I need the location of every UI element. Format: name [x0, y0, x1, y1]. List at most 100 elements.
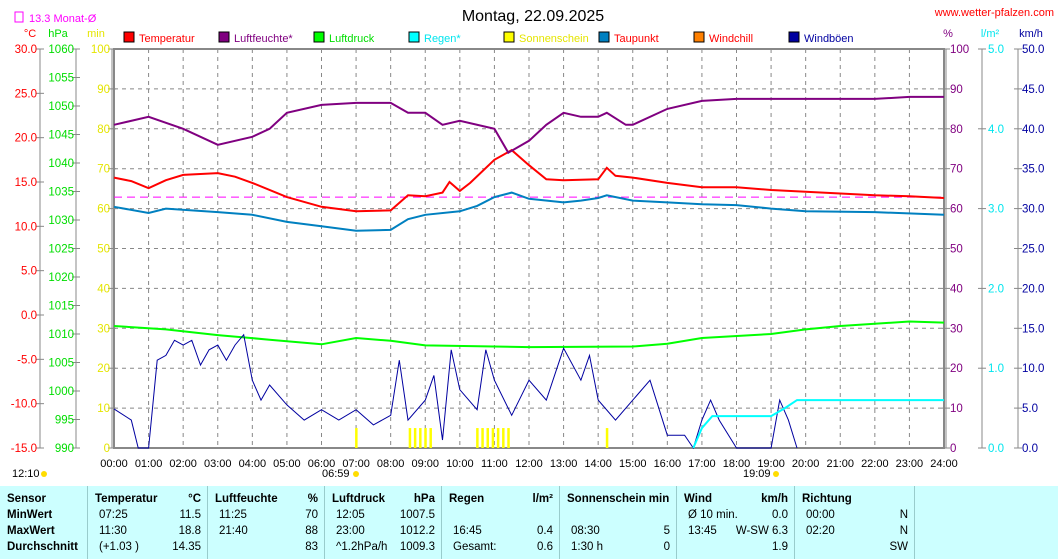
y-tick-label-wind: 35.0	[1022, 164, 1044, 176]
y-tick-label-pressure: 1055	[48, 73, 74, 85]
y-tick-label-temp: 0.0	[21, 310, 37, 322]
x-tick-label: 01:00	[135, 458, 163, 470]
table-cell: 11.5	[179, 509, 201, 521]
legend-label: Temperatur	[139, 33, 195, 45]
y-tick-label-rain: 3.0	[988, 204, 1004, 216]
legend-swatch	[503, 31, 515, 43]
summary-table: Sensor MinWert MaxWert Durchschnitt Temperat…	[0, 486, 1058, 559]
table-cell: 14.35	[172, 541, 201, 553]
table-cell: N	[899, 525, 908, 537]
table-cell: 1009.3	[399, 541, 435, 553]
table-cell: 0.4	[537, 525, 553, 537]
sunshine-bar	[486, 428, 489, 448]
y-tick-label-pressure: 1020	[48, 272, 74, 284]
table-column	[560, 486, 677, 559]
table-cell: 16:45	[453, 525, 482, 537]
table-cell: km/h	[761, 493, 788, 505]
sunshine-bar	[419, 428, 422, 448]
x-tick-label: 18:00	[723, 458, 751, 470]
y-tick-label-pressure: 1010	[48, 329, 74, 341]
y-tick-label-sun_min: 30	[97, 323, 110, 335]
y-tick-label-pressure: 995	[55, 415, 74, 427]
y-tick-label-sun_min: 70	[97, 164, 110, 176]
x-tick-label: 03:00	[204, 458, 232, 470]
x-tick-label: 23:00	[896, 458, 924, 470]
series-taupunkt	[113, 191, 945, 232]
site-link[interactable]: www.wetter-pfalzen.com	[934, 7, 1054, 19]
table-cell: 88	[305, 525, 318, 537]
sunshine-bar	[507, 428, 510, 448]
y-tick-label-sun_min: 40	[97, 283, 110, 295]
chart-title: Montag, 22.09.2025	[462, 8, 604, 25]
y-tick-label-sun_min: 20	[97, 363, 110, 375]
y-tick-label-temp: 30.0	[15, 44, 37, 56]
y-tick-label-pressure: 1005	[48, 358, 74, 370]
x-tick-label: 20:00	[792, 458, 820, 470]
table-cell: N	[899, 509, 908, 521]
unit-kmh: km/h	[1019, 28, 1043, 40]
x-tick-label: 07:00	[342, 458, 370, 470]
x-tick-label: 02:00	[169, 458, 197, 470]
y-tick-label-sun_min: 10	[97, 403, 110, 415]
y-tick-label-pressure: 1025	[48, 244, 74, 256]
y-tick-label-humidity: 50	[950, 244, 963, 256]
table-cell: Temperatur	[95, 493, 158, 505]
table-column	[677, 486, 795, 559]
table-cell: Gesamt:	[453, 541, 497, 553]
table-cell: 0	[663, 541, 670, 553]
legend-label: Sonnenschein	[519, 33, 589, 45]
sunshine-bar	[355, 428, 358, 448]
y-tick-label-humidity: 90	[950, 84, 963, 96]
table-cell: 00:00	[806, 509, 835, 521]
x-tick-label: 10:00	[446, 458, 474, 470]
legend-label: Luftfeuchte*	[234, 33, 293, 45]
series-regen	[692, 399, 944, 449]
table-cell: 83	[305, 541, 318, 553]
table-cell: Luftfeuchte	[215, 493, 278, 505]
table-cell: Regen	[449, 493, 485, 505]
sunshine-bar	[605, 428, 609, 448]
table-cell: Sonnenschein min	[567, 493, 670, 505]
table-cell: Wind	[684, 493, 712, 505]
table-column	[442, 486, 560, 559]
x-tick-label: 09:00	[411, 458, 439, 470]
sunshine-bar	[476, 428, 479, 448]
table-cell: 1.9	[772, 541, 788, 553]
table-cell: MaxWert	[7, 525, 55, 537]
sunshine-bar	[429, 428, 432, 448]
y-tick-label-temp: -15.0	[11, 443, 37, 455]
x-tick-label: 15:00	[619, 458, 647, 470]
x-tick-label: 24:00	[930, 458, 958, 470]
sunrise-icon	[353, 471, 359, 477]
sunshine-bar	[502, 428, 505, 448]
y-tick-label-wind: 20.0	[1022, 283, 1044, 295]
legend-label: Windböen	[804, 33, 854, 45]
y-tick-label-humidity: 70	[950, 164, 963, 176]
y-tick-label-temp: 25.0	[15, 88, 37, 100]
y-tick-label-pressure: 1030	[48, 215, 74, 227]
series-luftdruck	[113, 320, 945, 349]
x-tick-label: 19:00	[757, 458, 785, 470]
y-tick-label-sun_min: 90	[97, 84, 110, 96]
legend-swatch	[598, 31, 610, 43]
weather-chart: Montag, 22.09.2025 www.wetter-pfalzen.co…	[11, 7, 1054, 480]
x-tick-label: 17:00	[688, 458, 716, 470]
y-tick-label-sun_min: 60	[97, 204, 110, 216]
series-luftfeuchte	[113, 95, 944, 155]
table-cell: Durchschnitt	[7, 541, 78, 553]
y-tick-label-rain: 0.0	[988, 443, 1004, 455]
unit-pct: %	[943, 28, 953, 40]
unit-c: °C	[24, 28, 36, 40]
sunshine-bar	[408, 428, 412, 448]
table-cell: MinWert	[7, 509, 53, 521]
table-cell: Sensor	[7, 493, 46, 505]
legend-swatch	[218, 31, 230, 43]
y-tick-label-wind: 45.0	[1022, 84, 1044, 96]
y-tick-label-pressure: 1035	[48, 187, 74, 199]
x-tick-label: 21:00	[826, 458, 854, 470]
y-tick-label-pressure: 1000	[48, 386, 74, 398]
y-tick-label-sun_min: 80	[97, 124, 110, 136]
x-tick-label: 05:00	[273, 458, 301, 470]
table-cell: °C	[188, 493, 201, 505]
y-tick-label-humidity: 80	[950, 124, 963, 136]
